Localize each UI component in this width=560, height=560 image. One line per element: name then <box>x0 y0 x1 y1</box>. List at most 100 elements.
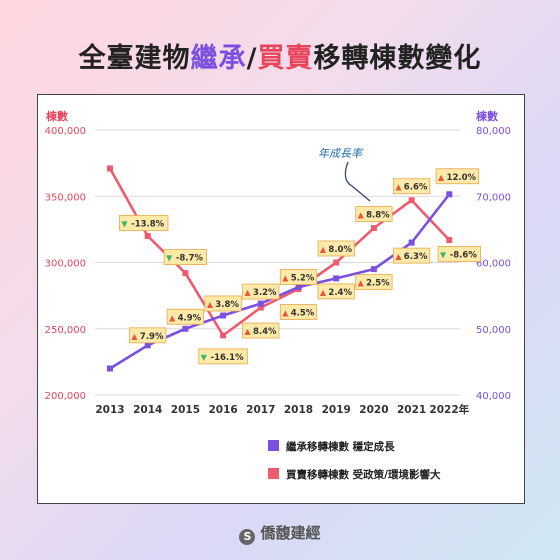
inheritance-series-point <box>408 239 415 246</box>
sales-growth-label: -13.8% <box>131 220 164 230</box>
page-title: 全臺建物繼承/買賣移轉棟數變化 <box>0 36 560 75</box>
arrow-down-icon: ▼ <box>166 254 173 263</box>
arrow-up-icon: ▲ <box>169 313 176 322</box>
title-part-4: 買賣 <box>257 43 314 74</box>
sales-growth-label-box <box>163 249 208 266</box>
arrow-up-icon: ▲ <box>282 274 289 283</box>
right-axis-tick-label: 70,000 <box>476 192 511 203</box>
inheritance-series-point <box>295 284 302 291</box>
sales-growth-label: -16.1% <box>211 353 244 363</box>
inheritance-growth-label-box <box>204 295 242 312</box>
inheritance-growth-label: 6.3% <box>404 252 428 262</box>
sales-series-point <box>182 270 189 277</box>
arrow-up-icon: ▲ <box>131 332 138 341</box>
inheritance-series-point <box>107 365 113 372</box>
arrow-up-icon: ▲ <box>320 245 327 254</box>
brand-logo-icon: S <box>239 529 256 545</box>
sales-growth-label: 5.2% <box>291 274 315 284</box>
arrow-up-icon: ▲ <box>207 300 214 309</box>
left-axis-tick-label: 400,000 <box>45 126 86 137</box>
left-axis-tick-label: 350,000 <box>45 192 86 203</box>
left-axis-tick-label: 250,000 <box>45 325 86 336</box>
footer-brand: S 僑馥建經 <box>0 522 560 545</box>
title-part-2: 繼承 <box>190 43 247 74</box>
x-axis-tick-label: 2018 <box>284 404 313 416</box>
x-axis-tick-label: 2019 <box>322 404 351 416</box>
x-axis-tick-label: 2020 <box>359 404 388 416</box>
sales-growth-label-box <box>279 269 318 285</box>
inheritance-growth-label-box <box>166 308 204 325</box>
arrow-up-icon: ▲ <box>395 252 402 261</box>
arrow-up-icon: ▲ <box>395 183 402 192</box>
x-axis-tick-label: 2014 <box>133 404 162 416</box>
sales-growth-label-box <box>355 206 393 222</box>
inheritance-growth-label: 4.9% <box>178 313 202 323</box>
title-part-1: 全臺建物 <box>78 43 191 74</box>
legend-swatch <box>268 468 279 479</box>
sales-growth-label: 6.6% <box>404 183 428 193</box>
right-axis-tick-label: 80,000 <box>476 126 511 137</box>
sales-series-point <box>144 233 151 239</box>
inheritance-growth-label-box <box>392 247 431 264</box>
growth-rate-annotation: 年成長率 <box>318 147 364 160</box>
legend-label: 買賣移轉棟數 受政策/環境影響大 <box>286 468 441 481</box>
sales-growth-label: 8.0% <box>328 245 352 255</box>
inheritance-growth-label-box <box>242 283 280 300</box>
sales-growth-label: -8.7% <box>176 254 204 264</box>
sales-series-point <box>107 165 113 172</box>
sales-growth-label-box <box>437 246 481 262</box>
sales-growth-label-box <box>242 322 280 339</box>
title-part-5: 移轉棟數變化 <box>313 43 482 74</box>
arrow-up-icon: ▲ <box>438 173 445 182</box>
inheritance-growth-label-box <box>355 274 393 291</box>
right-axis-title: 棟數 <box>476 109 498 123</box>
arrow-down-icon: ▼ <box>440 250 447 259</box>
x-axis-tick-label: 2017 <box>246 404 275 416</box>
x-axis-tick-label: 2016 <box>208 404 237 416</box>
inheritance-series-point <box>144 342 151 349</box>
sales-growth-label-box <box>198 348 248 365</box>
title-part-3: / <box>246 43 258 74</box>
sales-series-point <box>408 197 415 204</box>
left-axis-tick-label: 300,000 <box>45 259 86 270</box>
left-axis-tick-label: 200,000 <box>45 391 86 402</box>
x-axis-tick-label: 2022年 <box>429 403 469 416</box>
arrow-up-icon: ▲ <box>282 309 289 318</box>
sales-growth-label: 8.8% <box>366 211 390 221</box>
arrow-up-icon: ▲ <box>245 327 252 336</box>
right-axis-tick-label: 60,000 <box>476 259 511 270</box>
inheritance-series-point <box>182 325 189 332</box>
inheritance-growth-label-box <box>279 304 318 320</box>
arrow-up-icon: ▲ <box>358 279 365 288</box>
sales-growth-label-box <box>317 240 355 257</box>
inheritance-growth-label: 4.5% <box>291 309 315 319</box>
right-axis-tick-label: 40,000 <box>476 391 511 402</box>
inheritance-series-point <box>333 275 340 282</box>
inheritance-growth-label-box <box>129 327 167 344</box>
inheritance-growth-label: 7.9% <box>140 332 164 342</box>
legend-label: 繼承移轉棟數 穩定成長 <box>286 440 395 453</box>
sales-growth-label: -8.6% <box>450 250 478 260</box>
sales-growth-label-box <box>119 215 169 231</box>
sales-growth-label: 8.4% <box>253 327 277 337</box>
annotation-pointer <box>344 161 371 202</box>
inheritance-growth-label: 2.4% <box>328 288 352 298</box>
arrow-down-icon: ▼ <box>121 220 128 229</box>
inheritance-growth-label: 3.8% <box>215 300 239 310</box>
inheritance-growth-label-box <box>435 168 479 185</box>
inheritance-growth-label-box <box>317 283 355 300</box>
sales-growth-label-box <box>392 178 431 195</box>
inheritance-growth-label: 2.5% <box>366 279 390 289</box>
arrow-down-icon: ▼ <box>201 353 208 362</box>
sales-series-point <box>370 225 377 232</box>
x-axis-tick-label: 2013 <box>95 404 124 416</box>
inheritance-series-point <box>446 191 453 198</box>
left-axis-title: 棟數 <box>46 109 68 123</box>
sales-series-point <box>333 259 340 266</box>
brand-name: 僑馥建經 <box>260 524 321 542</box>
inheritance-series-point <box>220 312 227 319</box>
sales-series-point <box>446 236 453 243</box>
arrow-up-icon: ▲ <box>358 211 365 220</box>
x-axis-tick-label: 2021 <box>397 404 426 416</box>
